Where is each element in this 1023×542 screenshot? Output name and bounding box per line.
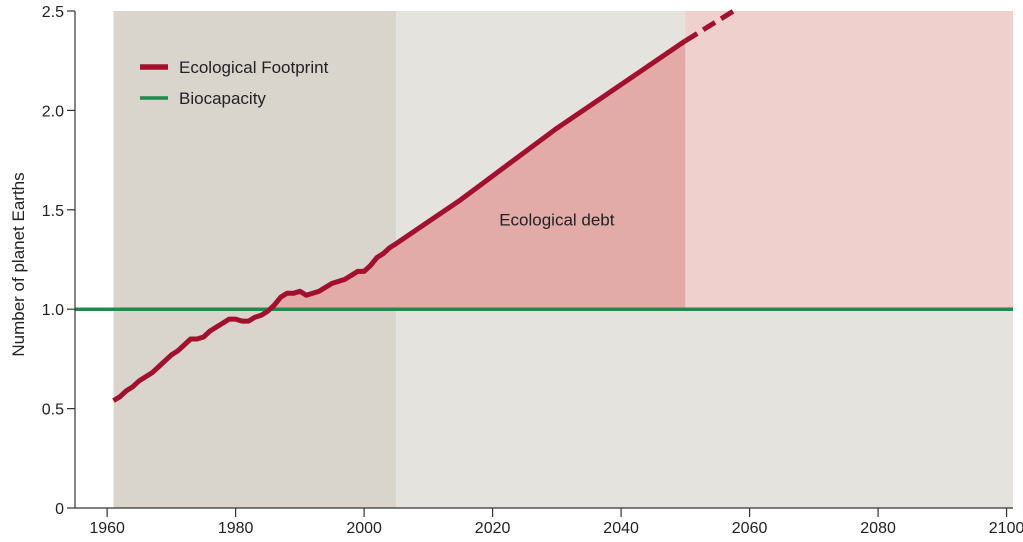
- ecological-debt-area: [269, 40, 686, 310]
- y-tick-label: 0: [55, 501, 64, 518]
- x-tick-label: 1960: [89, 520, 125, 537]
- annotations: Ecological debt: [499, 211, 615, 230]
- y-tick-label: 0.5: [42, 402, 64, 419]
- x-tick-label: 2020: [475, 520, 511, 537]
- x-tick-label: 2060: [732, 520, 768, 537]
- future-debt-band: [685, 11, 1013, 310]
- axes: 0 0.5 1.0 1.5 2.0 2.5 1960 1980 2000 2020 2040 2060…: [9, 4, 1023, 537]
- ecological-debt-label: Ecological debt: [499, 211, 615, 230]
- x-tick-label: 2080: [860, 520, 896, 537]
- legend-label-biocapacity: Biocapacity: [179, 89, 266, 108]
- y-tick-label: 1.5: [42, 203, 64, 220]
- legend-label-footprint: Ecological Footprint: [179, 58, 329, 77]
- y-tick-label: 2.5: [42, 4, 64, 21]
- x-tick-label: 2040: [603, 520, 639, 537]
- x-tick-label: 2100: [989, 520, 1023, 537]
- historical-region: [113, 11, 397, 508]
- ecological-footprint-projection-line: [684, 6, 739, 43]
- ecological-footprint-line: [112, 38, 687, 403]
- x-tick-label: 1980: [218, 520, 254, 537]
- legend: Ecological Footprint Biocapacity: [140, 58, 329, 108]
- x-tick-label: 2000: [346, 520, 382, 537]
- background-regions: [113, 11, 1013, 508]
- ecological-debt-fill: [269, 40, 686, 310]
- y-tick-label: 2.0: [42, 103, 64, 120]
- series-lines: [75, 6, 1013, 403]
- y-axis-title: Number of planet Earths: [9, 172, 28, 356]
- y-tick-label: 1.0: [42, 302, 64, 319]
